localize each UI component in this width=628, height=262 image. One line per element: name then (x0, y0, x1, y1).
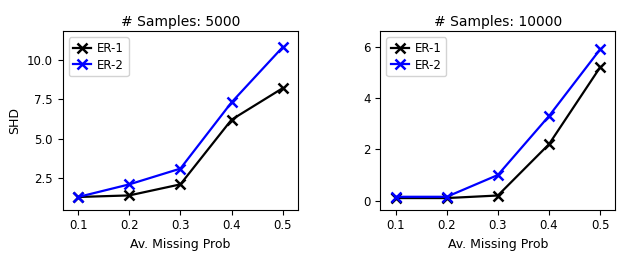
ER-2 (494, 173, 502, 177)
ER-1 (443, 196, 450, 200)
ER-1 (228, 118, 236, 121)
Line: ER-1: ER-1 (73, 83, 288, 202)
ER-1 (279, 87, 286, 90)
ER-2 (126, 183, 133, 186)
ER-1 (176, 183, 184, 186)
X-axis label: Av. Missing Prob: Av. Missing Prob (448, 238, 548, 251)
ER-1 (126, 194, 133, 197)
ER-1 (494, 194, 502, 197)
ER-2 (228, 101, 236, 104)
ER-1 (597, 66, 604, 69)
ER-2 (392, 195, 399, 198)
X-axis label: Av. Missing Prob: Av. Missing Prob (130, 238, 230, 251)
Title: # Samples: 10000: # Samples: 10000 (434, 15, 562, 29)
Line: ER-2: ER-2 (391, 45, 605, 202)
Line: ER-1: ER-1 (391, 62, 605, 203)
Legend: ER-1, ER-2: ER-1, ER-2 (386, 37, 446, 76)
ER-2 (176, 167, 184, 170)
ER-1 (392, 196, 399, 200)
ER-2 (279, 46, 286, 49)
ER-2 (74, 195, 82, 199)
ER-2 (443, 195, 450, 198)
Title: # Samples: 5000: # Samples: 5000 (121, 15, 240, 29)
Line: ER-2: ER-2 (73, 42, 288, 202)
ER-2 (545, 114, 553, 118)
ER-1 (74, 195, 82, 199)
Y-axis label: SHD: SHD (9, 107, 21, 134)
Legend: ER-1, ER-2: ER-1, ER-2 (68, 37, 129, 76)
ER-2 (597, 48, 604, 51)
ER-1 (545, 143, 553, 146)
